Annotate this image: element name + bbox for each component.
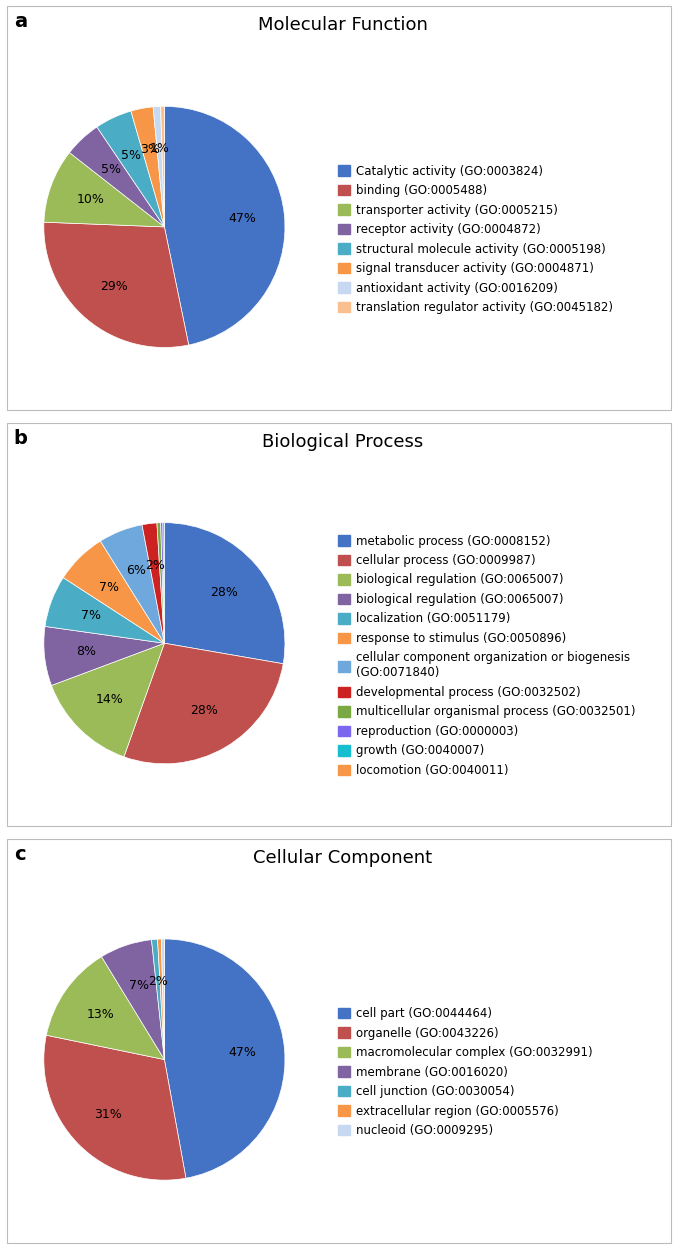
Wedge shape xyxy=(161,522,164,643)
Legend: metabolic process (GO:0008152), cellular process (GO:0009987), biological regula: metabolic process (GO:0008152), cellular… xyxy=(335,531,639,781)
Text: 28%: 28% xyxy=(190,704,218,717)
Text: 31%: 31% xyxy=(95,1108,122,1120)
Text: 2%: 2% xyxy=(148,975,168,988)
Wedge shape xyxy=(164,522,285,663)
Text: 28%: 28% xyxy=(210,586,238,600)
Wedge shape xyxy=(124,643,283,764)
Wedge shape xyxy=(158,939,164,1059)
Text: 7%: 7% xyxy=(129,979,149,992)
Text: 47%: 47% xyxy=(229,1047,256,1059)
Text: 5%: 5% xyxy=(101,164,121,176)
Wedge shape xyxy=(162,939,164,1059)
Legend: Catalytic activity (GO:0003824), binding (GO:0005488), transporter activity (GO:: Catalytic activity (GO:0003824), binding… xyxy=(335,161,616,317)
Wedge shape xyxy=(44,627,164,686)
Wedge shape xyxy=(44,222,189,347)
Text: 47%: 47% xyxy=(228,212,256,226)
Text: 6%: 6% xyxy=(126,563,146,577)
Text: b: b xyxy=(14,428,27,448)
Text: 14%: 14% xyxy=(95,693,123,706)
Text: c: c xyxy=(14,846,25,864)
Wedge shape xyxy=(51,643,164,757)
Wedge shape xyxy=(160,106,164,227)
Wedge shape xyxy=(142,523,164,643)
Wedge shape xyxy=(151,939,164,1059)
Text: Cellular Component: Cellular Component xyxy=(253,849,432,867)
Wedge shape xyxy=(163,522,164,643)
Wedge shape xyxy=(101,525,164,643)
Wedge shape xyxy=(44,1035,186,1180)
Text: 5%: 5% xyxy=(121,150,141,162)
Text: 7%: 7% xyxy=(99,581,119,593)
Text: 13%: 13% xyxy=(86,1008,114,1020)
Wedge shape xyxy=(69,127,164,227)
Wedge shape xyxy=(164,106,285,345)
Text: 3%: 3% xyxy=(140,144,160,156)
Text: 29%: 29% xyxy=(100,280,127,294)
Wedge shape xyxy=(153,106,164,227)
Wedge shape xyxy=(44,152,164,227)
Text: 10%: 10% xyxy=(77,194,105,206)
Wedge shape xyxy=(45,577,164,643)
Legend: cell part (GO:0044464), organelle (GO:0043226), macromolecular complex (GO:00329: cell part (GO:0044464), organelle (GO:00… xyxy=(335,1003,596,1140)
Wedge shape xyxy=(63,541,164,643)
Text: a: a xyxy=(14,12,27,31)
Text: 8%: 8% xyxy=(77,646,97,658)
Text: Biological Process: Biological Process xyxy=(262,432,423,451)
Wedge shape xyxy=(164,939,285,1178)
Text: Molecular Function: Molecular Function xyxy=(258,16,427,34)
Text: 1%: 1% xyxy=(149,142,169,155)
Wedge shape xyxy=(101,939,164,1059)
Wedge shape xyxy=(47,957,164,1059)
Wedge shape xyxy=(97,111,164,227)
Wedge shape xyxy=(131,107,164,227)
Wedge shape xyxy=(157,523,164,643)
Text: 7%: 7% xyxy=(81,610,101,622)
Text: 2%: 2% xyxy=(145,560,164,572)
